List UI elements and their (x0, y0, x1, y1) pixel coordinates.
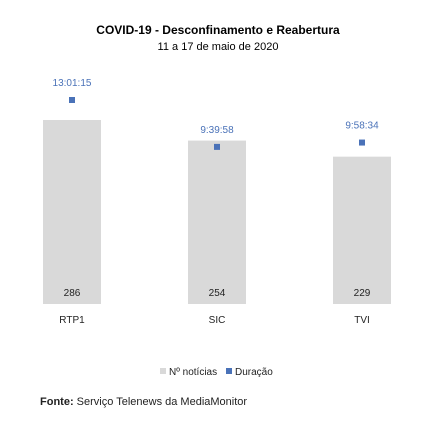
legend-swatch (160, 368, 166, 374)
duration-label: 9:58:34 (345, 121, 379, 132)
points-group (69, 97, 365, 150)
duration-label: 9:39:58 (200, 125, 234, 136)
bar-value-label: 254 (209, 288, 226, 299)
category-label: TVI (354, 315, 370, 326)
labels-group: 286 RTP1 13:01:15 254 SIC 9:39:58 229 TVI 9:58:3… (53, 78, 380, 326)
legend: Nº notícias Duração (160, 367, 273, 378)
source-label: Fonte: (40, 396, 74, 408)
bar-value-label: 286 (64, 288, 81, 299)
duration-point (69, 97, 75, 103)
category-label: RTP1 (59, 315, 85, 326)
source-text: Serviço Telenews da MediaMonitor (76, 396, 248, 408)
bar-value-label: 229 (354, 288, 371, 299)
source-note: Fonte: Serviço Telenews da MediaMonitor (40, 396, 247, 408)
bar-tvi (333, 156, 391, 304)
duration-label: 13:01:15 (53, 78, 92, 89)
duration-point (214, 143, 220, 150)
duration-point (359, 139, 365, 146)
legend-label: Nº notícias (169, 367, 217, 378)
legend-swatch (226, 368, 232, 374)
legend-label: Duração (235, 367, 273, 378)
chart-title: COVID-19 - Desconfinamento e Reabertura (96, 23, 340, 37)
category-label: SIC (209, 315, 226, 326)
bar-rtp1 (43, 120, 101, 304)
bar-sic (188, 140, 246, 304)
bars-group (43, 120, 391, 304)
chart-subtitle: 11 a 17 de maio de 2020 (158, 41, 279, 53)
